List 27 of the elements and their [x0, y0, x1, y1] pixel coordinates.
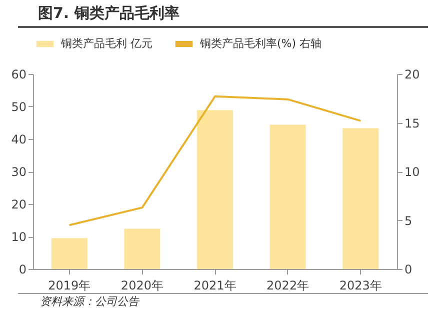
y2-tick-label: 10 [404, 165, 420, 179]
y-tick-label: 60 [11, 68, 26, 82]
x-tick-label: 2019年 [48, 278, 91, 292]
y-tick-label: 10 [11, 230, 26, 244]
y2-tick-label: 15 [404, 116, 420, 130]
x-tick-label: 2023年 [339, 278, 382, 292]
chart-title: 图7. 铜类产品毛利率 [18, 0, 428, 28]
text: 资料来源：公司公告 [18, 293, 428, 309]
y2-tick-label: 5 [404, 214, 412, 228]
x-tick-label: 2021年 [194, 278, 236, 292]
x-tick-label: 2022年 [266, 278, 310, 292]
y2-tick-label: 0 [404, 262, 412, 276]
bar [270, 124, 306, 269]
y-tick-label: 20 [11, 198, 26, 212]
bar [51, 238, 88, 269]
line-series [68, 95, 362, 226]
legend-label: 铜类产品毛利率(%) 右轴 [199, 37, 322, 50]
x-tick-label: 2020年 [120, 278, 164, 292]
bar [342, 128, 379, 269]
bar [197, 110, 233, 269]
y-tick-label: 50 [11, 100, 26, 114]
y-tick-label: 40 [11, 132, 26, 146]
y-tick-label: 30 [11, 165, 26, 179]
y-tick-label: 0 [18, 262, 26, 276]
bar [124, 228, 160, 269]
y2-tick-label: 20 [404, 68, 420, 82]
legend-label: 铜类产品毛利 亿元 [60, 37, 152, 50]
